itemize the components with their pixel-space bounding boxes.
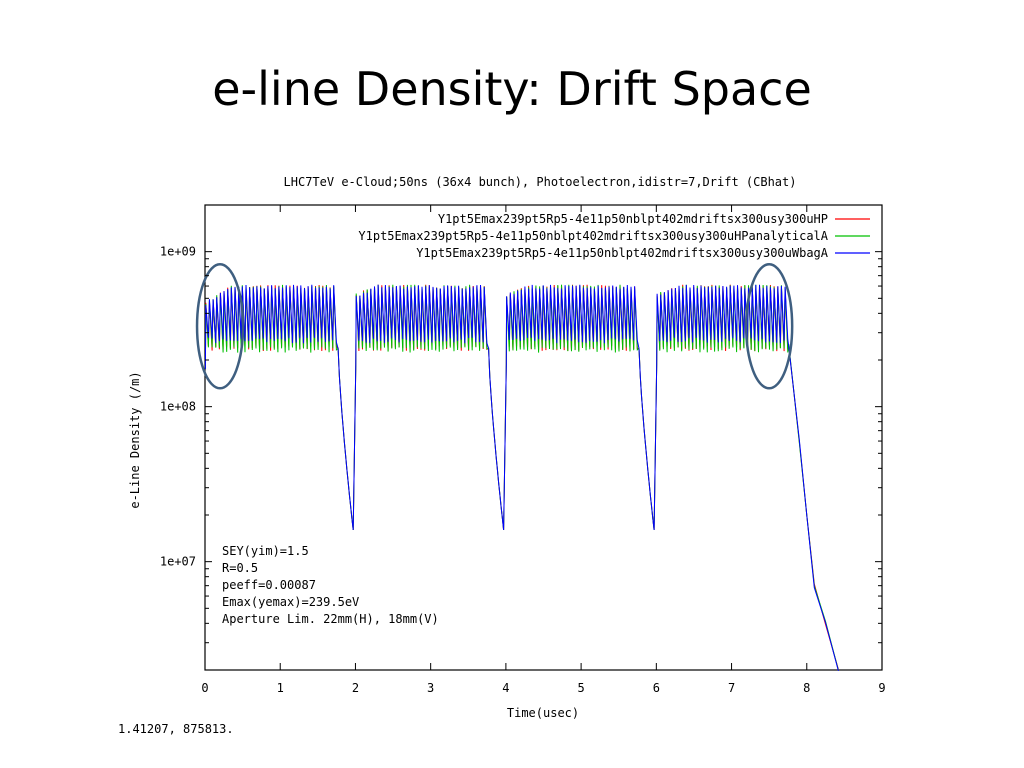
highlight-circle-1 <box>195 263 245 390</box>
annotation-line: peeff=0.00087 <box>222 578 316 592</box>
legend-label: Y1pt5Emax239pt5Rp5-4e11p50nblpt402mdrift… <box>358 229 828 243</box>
chart-title: LHC7TeV e-Cloud;50ns (36x4 bunch), Photo… <box>284 175 797 189</box>
x-tick-label: 8 <box>803 681 810 695</box>
x-tick-label: 2 <box>352 681 359 695</box>
annotation-line: Aperture Lim. 22mm(H), 18mm(V) <box>222 612 439 626</box>
y-tick-label: 1e+08 <box>160 400 196 414</box>
series-line-3 <box>204 284 839 672</box>
legend: Y1pt5Emax239pt5Rp5-4e11p50nblpt402mdrift… <box>358 212 870 260</box>
annotation-line: Emax(yemax)=239.5eV <box>222 595 359 609</box>
x-tick-label: 9 <box>878 681 885 695</box>
coordinate-readout: 1.41207, 875813. <box>118 722 234 736</box>
x-tick-label: 5 <box>577 681 584 695</box>
axis-ticks: 0 1 2 3 4 5 6 7 8 9 1e+07 1e+08 1e+09 <box>160 204 886 695</box>
x-tick-label: 6 <box>653 681 660 695</box>
highlight-circle-2 <box>744 263 794 390</box>
parameter-annotation: SEY(yim)=1.5 R=0.5 peeff=0.00087 Emax(yemax… <box>222 544 439 626</box>
slide-title: e-line Density: Drift Space <box>212 62 812 116</box>
x-tick-label: 0 <box>201 681 208 695</box>
legend-label: Y1pt5Emax239pt5Rp5-4e11p50nblpt402mdrift… <box>416 246 829 260</box>
plot-frame <box>204 204 883 671</box>
annotation-line: R=0.5 <box>222 561 258 575</box>
y-tick-label: 1e+09 <box>160 245 196 259</box>
plot-area <box>204 204 883 671</box>
x-tick-label: 1 <box>277 681 284 695</box>
highlight-group <box>195 263 794 390</box>
annotation-line: SEY(yim)=1.5 <box>222 544 309 558</box>
x-tick-label: 4 <box>502 681 509 695</box>
x-tick-label: 3 <box>427 681 434 695</box>
x-axis-label: Time(usec) <box>507 706 579 720</box>
y-axis-label: e-Line Density (/m) <box>128 371 142 508</box>
x-tick-label: 7 <box>728 681 735 695</box>
legend-label: Y1pt5Emax239pt5Rp5-4e11p50nblpt402mdrift… <box>438 212 828 226</box>
series-group <box>204 284 839 672</box>
y-tick-label: 1e+07 <box>160 555 196 569</box>
